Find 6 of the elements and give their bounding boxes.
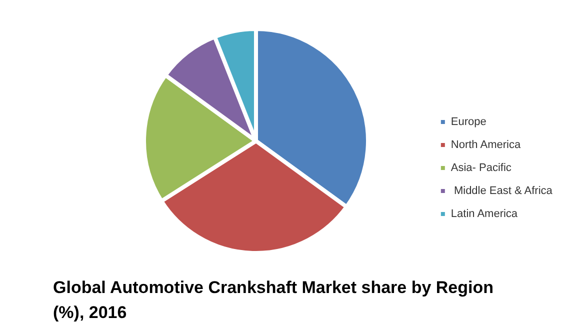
legend-label: Latin America bbox=[450, 208, 518, 220]
legend-label: Europe bbox=[450, 116, 486, 128]
legend-label: Middle East & Africa bbox=[450, 185, 554, 197]
legend-label: Asia- Pacific bbox=[450, 162, 512, 174]
legend-label: North America bbox=[450, 139, 522, 151]
text: Global Automotive Crankshaft Market share by Region (%), 2016 bbox=[53, 278, 498, 322]
